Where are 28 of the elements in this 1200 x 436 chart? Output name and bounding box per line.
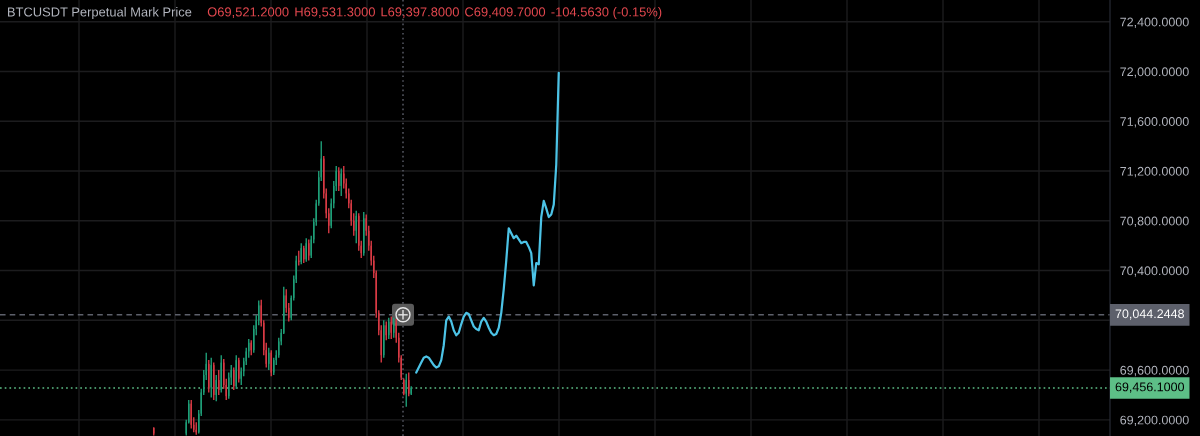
candlestick xyxy=(267,346,270,371)
annotation: L69,397.8000 xyxy=(381,7,459,18)
y-tick-label: 71,600.0000 xyxy=(1120,117,1189,128)
candlestick xyxy=(190,399,193,430)
y-tick-label: 69,200.0000 xyxy=(1120,415,1189,426)
y-tick-label: 72,000.0000 xyxy=(1120,67,1189,78)
candlestick xyxy=(340,167,343,197)
y-tick-label: 71,200.0000 xyxy=(1120,166,1189,178)
y-tick-label: 70,800.0000 xyxy=(1120,216,1189,227)
candlestick xyxy=(212,361,215,401)
candlestick xyxy=(387,317,390,340)
candlestick xyxy=(210,356,213,399)
candlestick xyxy=(152,426,155,436)
y-tick-label: 69,600.0000 xyxy=(1120,365,1189,377)
candlestick xyxy=(297,249,300,267)
annotation: C69,409.7000 xyxy=(465,7,546,18)
candlestick xyxy=(405,373,408,408)
candlestick xyxy=(270,349,273,377)
ref-line-label: 70,044.2448 xyxy=(1115,309,1184,320)
y-tick-label: 70,400.0000 xyxy=(1120,266,1189,277)
ref-line-label: 69,456.1000 xyxy=(1115,382,1185,393)
annotation: O69,521.2000 xyxy=(207,7,289,18)
candlestick xyxy=(382,319,385,359)
annotation: H69,531.3000 xyxy=(295,7,375,18)
annotation: -104.5630 (-0.15%) xyxy=(551,6,662,20)
y-tick-label: 72,400.0000 xyxy=(1120,17,1189,28)
text: BTCUSDT Perpetual Mark Price xyxy=(8,7,192,20)
line-series xyxy=(415,71,560,374)
